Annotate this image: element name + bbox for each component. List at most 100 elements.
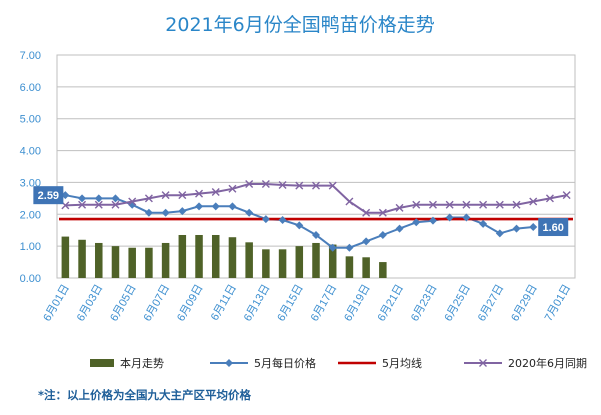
diamond-marker	[462, 213, 471, 222]
x-marker	[312, 181, 320, 190]
y-tick-label: 0.00	[20, 273, 41, 285]
diamond-marker	[395, 224, 404, 233]
y-tick-label: 2.00	[20, 209, 41, 221]
legend: 本月走势 5月每日价格 5月均线 2020年6月同期	[90, 356, 587, 370]
x-marker	[362, 208, 371, 217]
legend-label: 本月走势	[120, 356, 164, 370]
diamond-marker	[195, 202, 204, 211]
bar	[345, 256, 354, 278]
bar	[95, 242, 103, 278]
diamond-marker	[479, 219, 488, 228]
legend-item: 5月均线	[338, 356, 422, 370]
y-tick-label: 4.00	[20, 146, 41, 158]
diamond-marker	[445, 213, 454, 222]
y-tick-label: 1.00	[20, 241, 41, 253]
x-marker	[428, 200, 437, 209]
x-marker	[261, 180, 270, 189]
x-marker	[144, 194, 153, 203]
value-callout	[538, 218, 569, 237]
bar	[161, 242, 170, 278]
diamond-marker	[512, 224, 521, 233]
bar	[328, 244, 337, 278]
value-callout	[33, 186, 64, 205]
x-marker	[495, 200, 504, 209]
legend-swatch	[90, 359, 114, 367]
value-callout-label: 2.59	[38, 190, 59, 202]
bar	[61, 236, 70, 278]
value-callout-label: 1.60	[543, 222, 564, 234]
x-tick-label: 6月21日	[376, 283, 407, 324]
diamond-marker	[261, 215, 270, 224]
diamond-marker	[211, 202, 220, 211]
legend-marker	[479, 359, 487, 367]
x-axis-labels: 6月01日 6月03日 6月05日 6月07日 6月09日 6月11日 6月13日 6月15日…	[41, 283, 573, 324]
x-tick-label: 6月11日	[209, 283, 239, 323]
x-tick-label: 6月03日	[75, 283, 106, 324]
x-tick-label: 6月09日	[175, 283, 206, 324]
chart-title: 2021年6月份全国鸭苗价格走势	[165, 14, 434, 36]
x-tick-label: 6月19日	[342, 283, 373, 324]
diamond-marker	[312, 230, 320, 239]
x-tick-label: 6月17日	[309, 283, 340, 324]
x-marker	[161, 191, 170, 200]
diamond-marker	[295, 221, 304, 230]
x-marker	[245, 180, 254, 189]
diamond-marker	[495, 229, 504, 238]
bar	[295, 246, 304, 278]
bar	[145, 247, 153, 278]
bar	[211, 234, 220, 278]
x-marker	[529, 197, 538, 206]
diamond-marker	[378, 230, 387, 239]
x-tick-label: 6月23日	[409, 283, 440, 324]
x-tick-label: 6月29日	[509, 283, 540, 324]
bar	[312, 242, 320, 278]
diamond-marker	[412, 218, 421, 227]
legend-item: 本月走势	[90, 356, 164, 370]
bar	[195, 234, 203, 278]
diamond-marker	[245, 208, 254, 217]
diamond-marker	[328, 243, 337, 252]
bar	[262, 249, 270, 278]
x-tick-label: 6月07日	[142, 283, 173, 324]
bar	[178, 234, 187, 278]
bar	[128, 247, 136, 278]
x-marker	[328, 181, 337, 190]
legend-label: 5月均线	[382, 356, 422, 370]
x-tick-label: 6月25日	[442, 283, 473, 324]
bar	[362, 257, 370, 278]
x-marker	[562, 191, 571, 200]
diamond-marker	[94, 194, 103, 203]
x-marker	[78, 200, 87, 209]
x-marker	[545, 194, 554, 203]
x-marker	[345, 197, 354, 206]
diamond-marker	[428, 216, 437, 225]
diamond-marker	[362, 237, 371, 246]
x-marker	[111, 200, 120, 209]
x-marker	[278, 180, 287, 189]
x-tick-label: 6月01日	[41, 283, 72, 324]
x-marker	[445, 200, 454, 209]
legend-item: 5月每日价格	[210, 356, 316, 370]
y-tick-label: 7.00	[20, 50, 41, 62]
y-axis-labels: 0.001.002.003.004.005.006.007.00	[20, 50, 41, 285]
x-marker	[412, 200, 421, 209]
x-marker	[378, 208, 387, 217]
x-marker	[462, 200, 471, 209]
x-marker	[512, 200, 521, 209]
x-marker	[228, 184, 237, 193]
x-tick-label: 6月15日	[275, 283, 306, 324]
x-marker	[178, 191, 187, 200]
diamond-marker	[529, 223, 538, 232]
legend-label: 5月每日价格	[254, 356, 316, 370]
bar	[278, 249, 287, 278]
x-marker	[195, 189, 204, 198]
x-tick-label: 6月27日	[476, 283, 507, 324]
x-marker	[479, 200, 488, 209]
x-tick-label: 7月01日	[543, 283, 574, 324]
x-marker	[211, 187, 220, 196]
bar	[111, 246, 120, 278]
x-marker	[395, 203, 404, 212]
bar-series	[61, 234, 387, 278]
diamond-marker	[278, 216, 287, 225]
